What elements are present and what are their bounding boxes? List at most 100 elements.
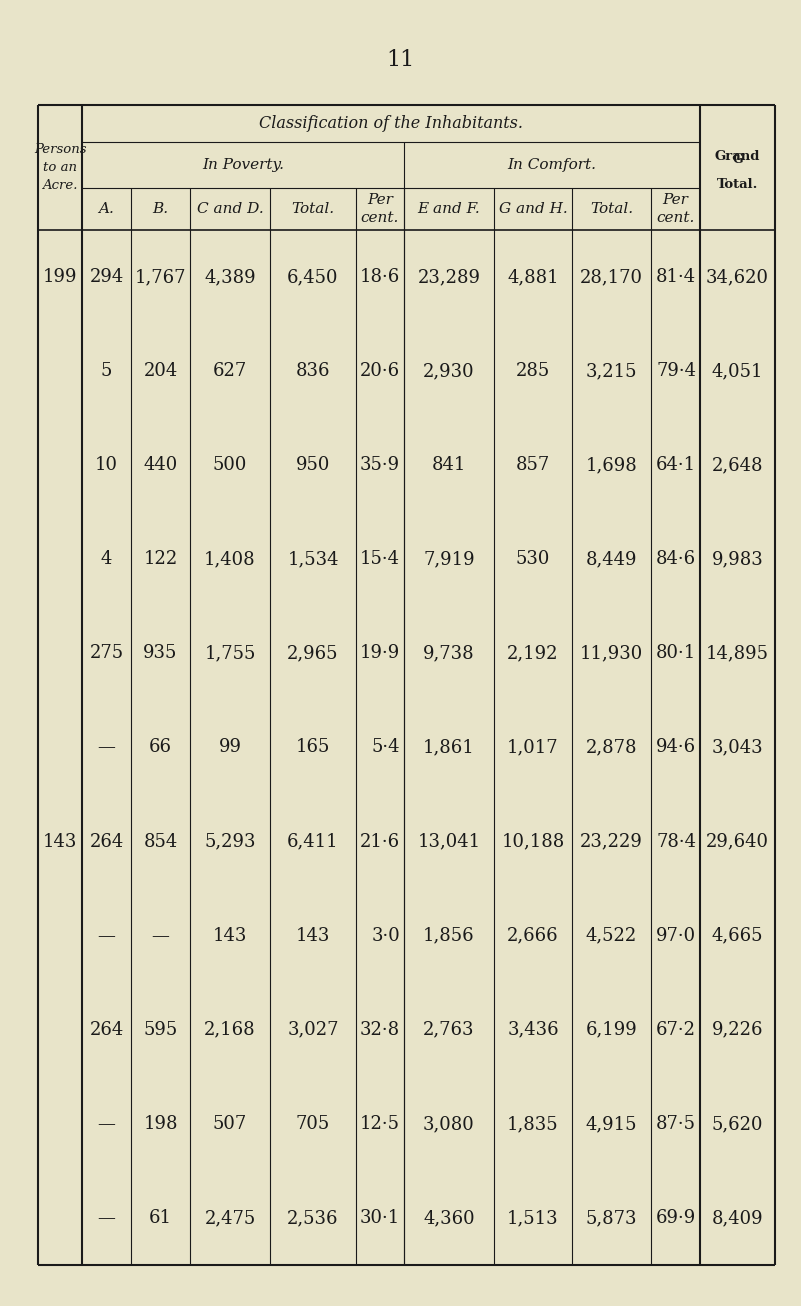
Text: C and D.: C and D. (196, 202, 264, 215)
Text: Persons
to an
Acre.: Persons to an Acre. (34, 142, 87, 192)
Text: 21·6: 21·6 (360, 833, 400, 850)
Text: 2,192: 2,192 (507, 644, 559, 662)
Text: 122: 122 (143, 550, 178, 568)
Text: 34,620: 34,620 (706, 268, 769, 286)
Text: 64·1: 64·1 (656, 456, 696, 474)
Text: 11: 11 (386, 50, 414, 71)
Text: 530: 530 (516, 550, 550, 568)
Text: 4,360: 4,360 (423, 1209, 475, 1226)
Text: 2,965: 2,965 (288, 644, 339, 662)
Text: E and F.: E and F. (417, 202, 481, 215)
Text: 1,513: 1,513 (507, 1209, 559, 1226)
Text: G and H.: G and H. (499, 202, 567, 215)
Text: 81·4: 81·4 (656, 268, 696, 286)
Text: 7,919: 7,919 (423, 550, 475, 568)
Text: —: — (98, 738, 115, 756)
Text: 99: 99 (219, 738, 241, 756)
Text: 84·6: 84·6 (656, 550, 696, 568)
Text: 4,915: 4,915 (586, 1115, 638, 1132)
Text: 3,080: 3,080 (423, 1115, 475, 1132)
Text: 5,293: 5,293 (204, 833, 256, 850)
Text: 10,188: 10,188 (501, 833, 565, 850)
Text: 143: 143 (42, 833, 77, 850)
Text: 857: 857 (516, 456, 550, 474)
Text: 2,648: 2,648 (712, 456, 763, 474)
Text: 10: 10 (95, 456, 118, 474)
Text: 6,199: 6,199 (586, 1021, 638, 1038)
Text: 2,878: 2,878 (586, 738, 638, 756)
Text: 4,051: 4,051 (712, 362, 763, 380)
Text: 18·6: 18·6 (360, 268, 400, 286)
Text: 3·0: 3·0 (371, 927, 400, 944)
Text: 507: 507 (213, 1115, 248, 1132)
Text: 285: 285 (516, 362, 550, 380)
Text: Grand: Grand (714, 149, 760, 162)
Text: 12·5: 12·5 (360, 1115, 400, 1132)
Text: 264: 264 (90, 833, 123, 850)
Text: 6,450: 6,450 (288, 268, 339, 286)
Text: 9,226: 9,226 (712, 1021, 763, 1038)
Text: B.: B. (152, 202, 168, 215)
Text: 143: 143 (213, 927, 248, 944)
Text: 1,861: 1,861 (423, 738, 475, 756)
Text: 14,895: 14,895 (706, 644, 769, 662)
Text: Total.: Total. (717, 178, 759, 191)
Text: 595: 595 (143, 1021, 178, 1038)
Text: 1,767: 1,767 (135, 268, 187, 286)
Text: 29,640: 29,640 (706, 833, 769, 850)
Text: 15·4: 15·4 (360, 550, 400, 568)
Text: 4,389: 4,389 (204, 268, 256, 286)
Text: 1,408: 1,408 (204, 550, 256, 568)
Text: 2,666: 2,666 (507, 927, 559, 944)
Text: 705: 705 (296, 1115, 330, 1132)
Text: 6,411: 6,411 (288, 833, 339, 850)
Text: —: — (98, 927, 115, 944)
Text: 8,409: 8,409 (711, 1209, 763, 1226)
Text: Total.: Total. (292, 202, 335, 215)
Text: 28,170: 28,170 (580, 268, 643, 286)
Text: 97·0: 97·0 (656, 927, 696, 944)
Text: 94·6: 94·6 (656, 738, 696, 756)
Text: 3,436: 3,436 (507, 1021, 559, 1038)
Text: 294: 294 (90, 268, 123, 286)
Text: 2,930: 2,930 (423, 362, 475, 380)
Text: 2,536: 2,536 (288, 1209, 339, 1226)
Text: 32·8: 32·8 (360, 1021, 400, 1038)
Text: 5,620: 5,620 (712, 1115, 763, 1132)
Text: 9,738: 9,738 (423, 644, 475, 662)
Text: 19·9: 19·9 (360, 644, 400, 662)
Text: 5·4: 5·4 (372, 738, 400, 756)
Text: 935: 935 (143, 644, 178, 662)
Text: —: — (98, 1209, 115, 1226)
Text: 165: 165 (296, 738, 330, 756)
Text: 264: 264 (90, 1021, 123, 1038)
Text: 2,168: 2,168 (204, 1021, 256, 1038)
Text: 500: 500 (213, 456, 248, 474)
Text: 4,665: 4,665 (712, 927, 763, 944)
Text: 69·9: 69·9 (656, 1209, 696, 1226)
Text: Classification of the Inhabitants.: Classification of the Inhabitants. (259, 115, 523, 132)
Text: 5: 5 (101, 362, 112, 380)
Text: 13,041: 13,041 (417, 833, 481, 850)
Text: 23,289: 23,289 (417, 268, 481, 286)
Text: 1,755: 1,755 (204, 644, 256, 662)
Text: Total.: Total. (590, 202, 633, 215)
Text: —: — (151, 927, 170, 944)
Text: 8,449: 8,449 (586, 550, 638, 568)
Text: 20·6: 20·6 (360, 362, 400, 380)
Text: 2,475: 2,475 (204, 1209, 256, 1226)
Text: 3,043: 3,043 (711, 738, 763, 756)
Text: 854: 854 (143, 833, 178, 850)
Text: 199: 199 (42, 268, 77, 286)
Text: 440: 440 (143, 456, 178, 474)
Text: 1,534: 1,534 (288, 550, 339, 568)
Text: 198: 198 (143, 1115, 178, 1132)
Text: 4: 4 (101, 550, 112, 568)
Text: 275: 275 (90, 644, 123, 662)
Text: 30·1: 30·1 (360, 1209, 400, 1226)
Text: 9,983: 9,983 (711, 550, 763, 568)
Text: 4,881: 4,881 (507, 268, 559, 286)
Text: 87·5: 87·5 (656, 1115, 696, 1132)
Text: 66: 66 (149, 738, 172, 756)
Text: 3,027: 3,027 (288, 1021, 339, 1038)
